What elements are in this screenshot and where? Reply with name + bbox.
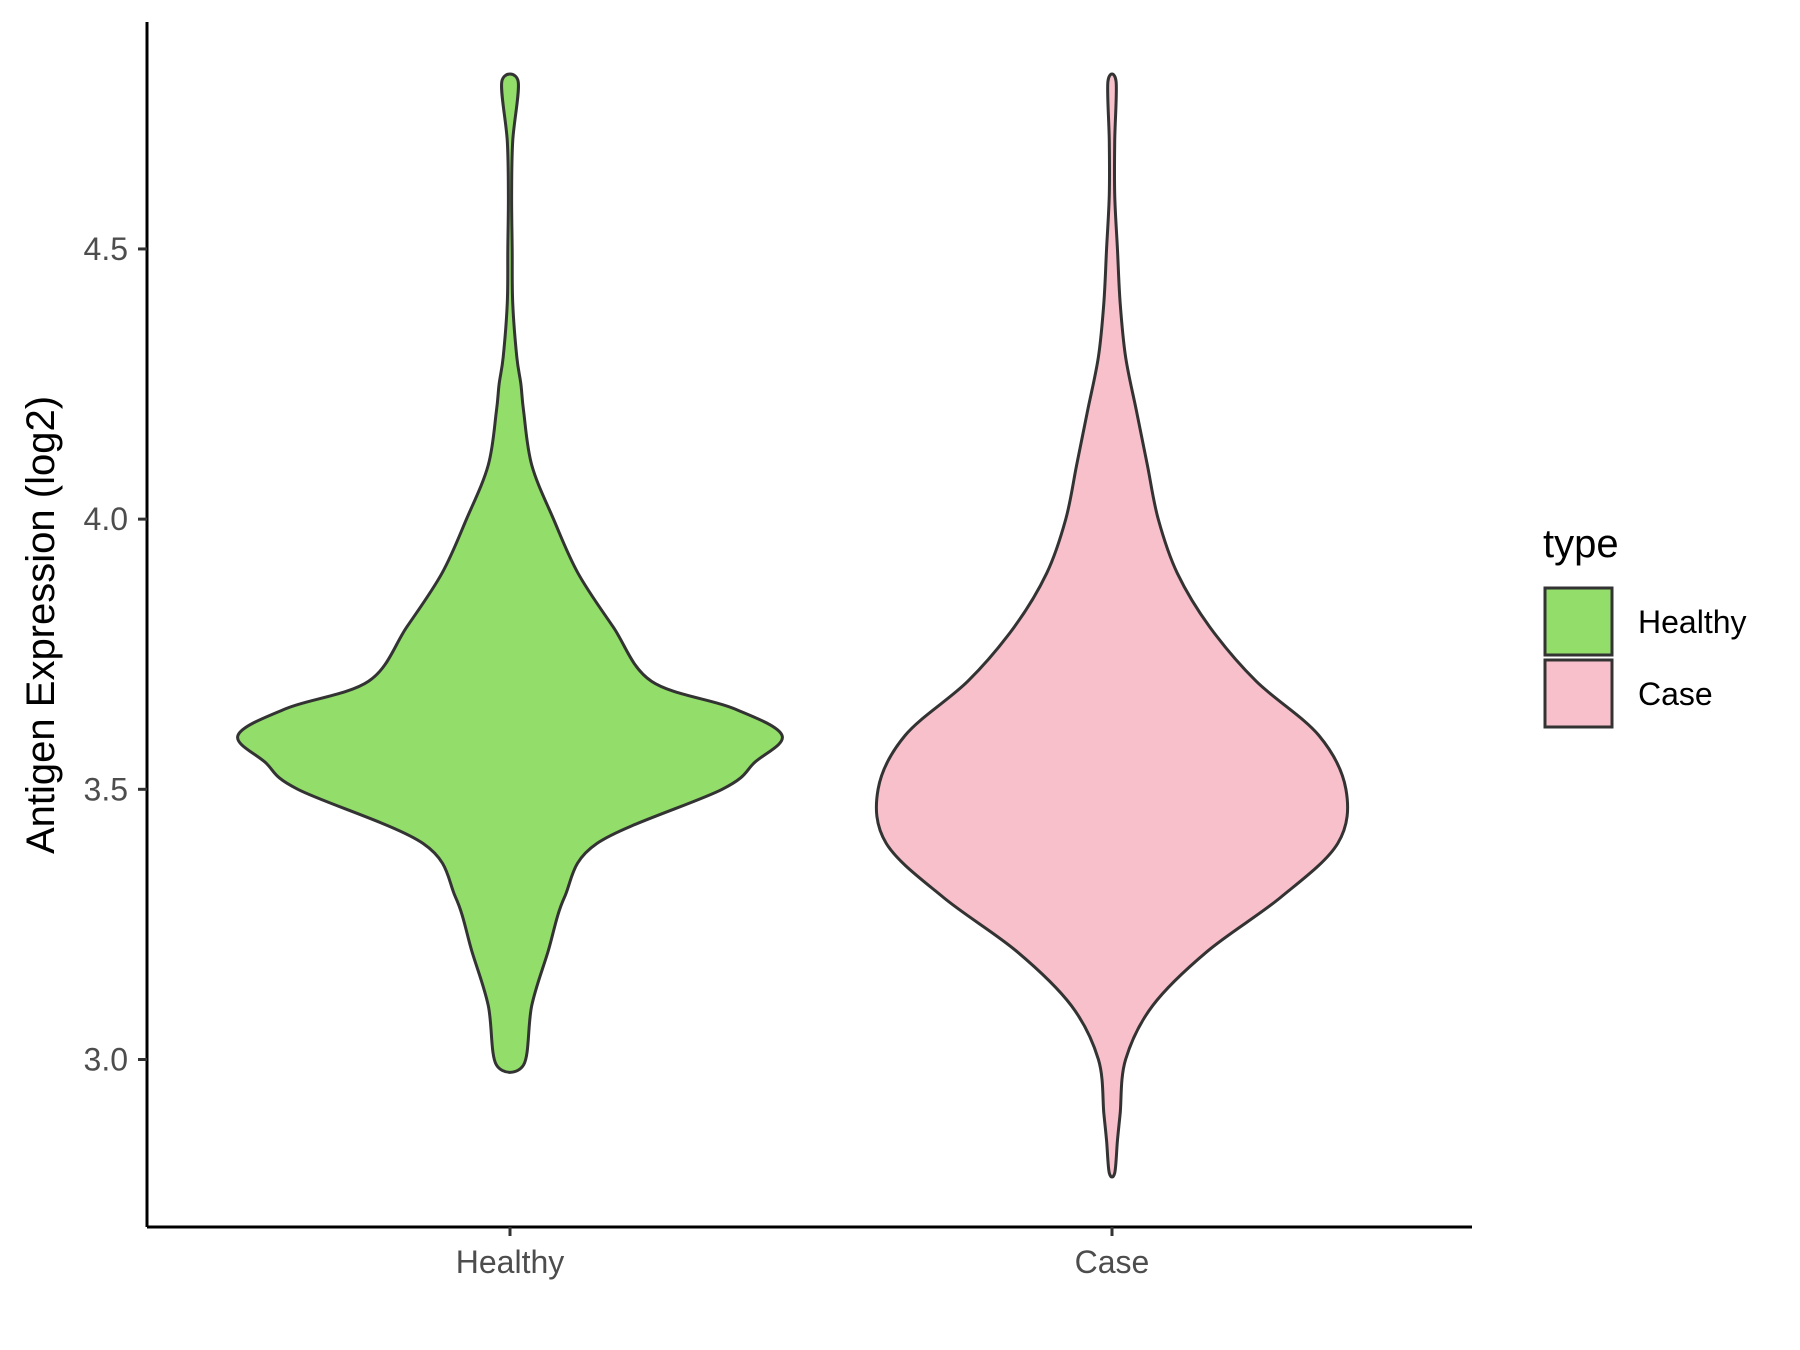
y-ticks: 3.0 3.5 4.0 4.5 — [84, 231, 147, 1077]
violin-case — [874, 72, 1350, 1179]
legend-title: type — [1543, 522, 1619, 566]
x-tick-label: Case — [1075, 1244, 1150, 1280]
x-tick-label: Healthy — [456, 1244, 565, 1280]
violin-healthy — [236, 72, 784, 1074]
violins — [236, 72, 1350, 1179]
legend: type Healthy Case — [1543, 522, 1747, 729]
y-tick-label: 4.5 — [84, 231, 128, 267]
legend-label: Case — [1638, 676, 1713, 712]
x-ticks: Healthy Case — [456, 1227, 1150, 1280]
legend-label: Healthy — [1638, 604, 1747, 640]
legend-key-healthy — [1543, 586, 1614, 657]
y-tick-label: 4.0 — [84, 501, 128, 537]
legend-key-case — [1543, 658, 1614, 729]
y-tick-label: 3.0 — [84, 1041, 128, 1077]
y-tick-label: 3.5 — [84, 771, 128, 807]
y-axis-title: Antigen Expression (log2) — [19, 396, 63, 854]
